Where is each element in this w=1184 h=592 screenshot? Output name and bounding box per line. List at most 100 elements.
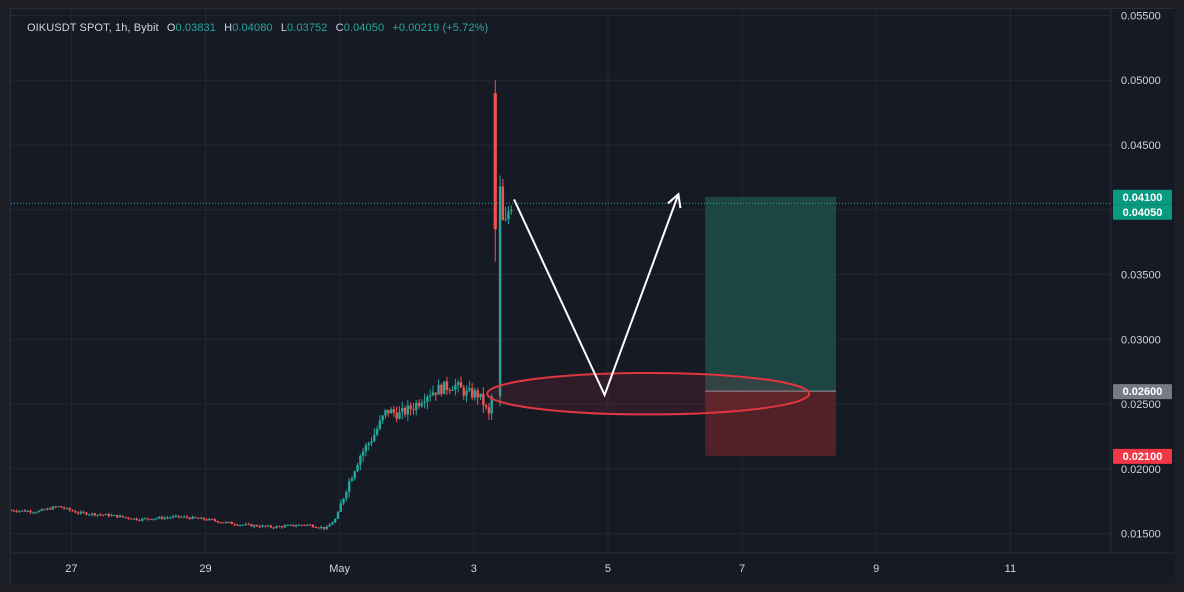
candle-body (283, 525, 287, 528)
candle-body (40, 509, 43, 511)
time-tick-label: May (329, 563, 350, 575)
candle-body (115, 515, 119, 518)
candle-body (350, 478, 354, 482)
candle-body (264, 525, 267, 527)
candle-body (48, 508, 52, 510)
candle-body (317, 527, 320, 529)
candle-body (211, 518, 214, 520)
price-tag-box (1113, 189, 1172, 205)
candle-body (88, 514, 91, 516)
symbol-title[interactable]: OIKUSDT SPOT, 1h, Bybit (27, 22, 159, 34)
candle-body (476, 390, 479, 398)
candle-body (202, 517, 206, 520)
chart-panel[interactable]: 0.01500 0.02000 0.02500 0.03000 0.03500 0.040… (10, 8, 1175, 583)
price-axis[interactable] (1111, 9, 1175, 583)
candle-body (102, 514, 105, 516)
candle-body (456, 382, 460, 385)
candle-body (378, 420, 382, 429)
candle-body (236, 524, 239, 526)
projection-arrow-path (513, 193, 680, 398)
high-label: H (224, 22, 233, 34)
grid-lines (11, 9, 1111, 553)
candle-body (18, 510, 21, 512)
long-position-tool[interactable] (705, 196, 836, 456)
candle-body (227, 521, 231, 523)
candle-body (331, 522, 334, 525)
support-ellipse (486, 371, 811, 416)
candle-body (342, 498, 345, 504)
candle-body (76, 512, 80, 514)
candle-body (504, 219, 507, 221)
candle-body (501, 186, 505, 221)
candle-body (487, 407, 491, 414)
candle-body (484, 405, 488, 408)
candle-body (373, 434, 376, 442)
price-tag-label: 0.04100 (1123, 192, 1163, 204)
candle-body (311, 524, 315, 528)
candle-body (510, 210, 513, 212)
candle-body (216, 520, 220, 523)
candle-body (417, 402, 421, 406)
candle-body (160, 516, 164, 519)
candle-body (286, 525, 289, 527)
arrow-head (667, 192, 682, 209)
price-tick-label: 0.05000 (1121, 75, 1161, 87)
candle-body (219, 522, 222, 524)
candle-body (442, 381, 446, 394)
candle-body (141, 518, 144, 521)
time-axis[interactable] (11, 553, 1175, 583)
candle-body (420, 403, 424, 406)
candle-body (71, 510, 74, 512)
candle-body (46, 508, 49, 510)
candle-body (462, 387, 465, 396)
candle-body (434, 392, 437, 395)
price-chart[interactable]: 0.01500 0.02000 0.02500 0.03000 0.03500 0.040… (11, 9, 1175, 583)
candle-body (244, 524, 247, 526)
candle-body (384, 409, 387, 416)
candle-body (361, 451, 365, 456)
candle-body (57, 506, 60, 508)
candle-body (289, 524, 292, 526)
candle-body (213, 519, 217, 521)
candle-body (180, 516, 183, 518)
time-tick-label: 29 (199, 563, 211, 575)
candle-body (230, 521, 233, 525)
candle-body (250, 524, 253, 527)
close-value: 0.04050 (343, 22, 385, 34)
candle-body (353, 471, 356, 479)
candle-body (110, 515, 113, 517)
candle-body (82, 511, 85, 513)
candle-body (107, 513, 111, 517)
price-tag-box (1113, 384, 1172, 400)
price-tick-label: 0.02500 (1121, 399, 1161, 411)
time-axis-labels: 27 29 May 3 5 7 9 11 (65, 563, 1016, 575)
candle-body (451, 389, 454, 391)
candle-body (199, 517, 203, 519)
candle-body (169, 517, 172, 519)
candle-body (155, 518, 158, 520)
candle-body (90, 513, 94, 515)
candle-body (381, 415, 384, 421)
price-tick-label: 0.03500 (1121, 270, 1161, 282)
stop-zone (705, 391, 836, 456)
candle-body (163, 517, 166, 519)
candle-body (272, 527, 275, 529)
price-tag-label: 0.04050 (1123, 207, 1163, 219)
candle-body (197, 517, 200, 519)
candle-body (459, 382, 463, 388)
candle-body (177, 515, 180, 517)
candle-body (12, 510, 15, 512)
drawings[interactable] (486, 192, 811, 416)
candle-body (415, 402, 418, 411)
price-tag-label: 0.02100 (1123, 451, 1163, 463)
candle-body (238, 524, 242, 526)
candle-body (278, 526, 281, 528)
spike-candle-body (493, 93, 497, 230)
candle-body (401, 407, 404, 413)
candle-body (32, 512, 35, 514)
candle-body (395, 412, 398, 419)
price-tags: 0.04100 0.04050 0.02600 0.02100 (1113, 189, 1172, 464)
candle-body (54, 506, 57, 508)
price-tag-label: 0.02600 (1123, 386, 1163, 398)
candle-body (314, 527, 317, 529)
